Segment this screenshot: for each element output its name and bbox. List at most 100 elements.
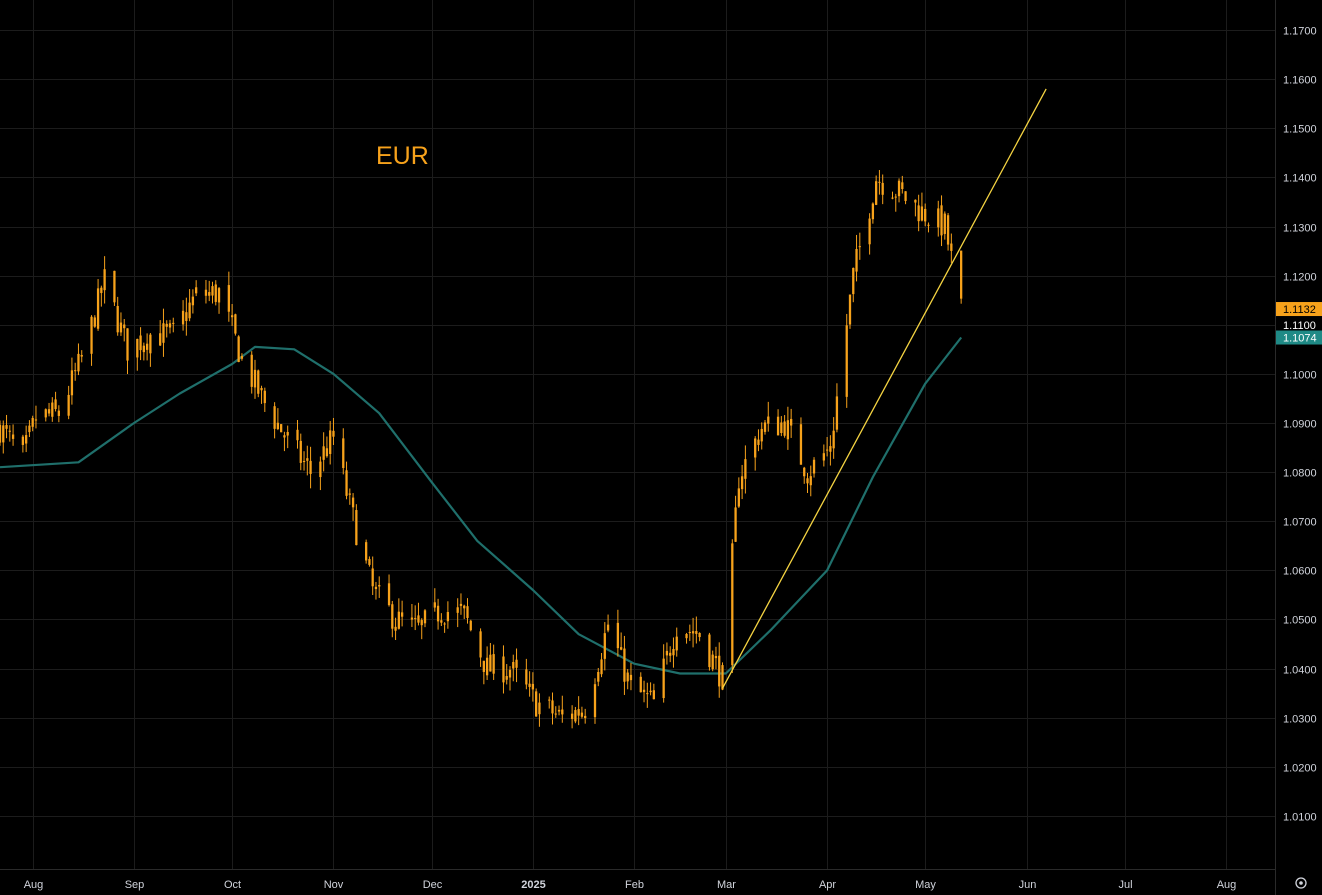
settings-button[interactable] — [1295, 877, 1307, 889]
candle-body — [508, 669, 512, 678]
trendline-layer — [721, 88, 1047, 689]
candle-body — [695, 630, 698, 634]
y-tick-label: 1.1200 — [1283, 272, 1317, 284]
candle-body — [829, 446, 832, 452]
candle-body — [881, 182, 884, 195]
candle-body — [420, 620, 423, 626]
candle-body — [597, 672, 600, 682]
candle-body — [691, 631, 695, 634]
candle-body — [0, 424, 2, 443]
candle-body — [642, 689, 646, 693]
candle-body — [763, 422, 767, 432]
candle-body — [397, 611, 400, 629]
candle-body — [113, 270, 116, 303]
grid-lines — [0, 0, 1275, 869]
candle-body — [492, 654, 495, 674]
candle-body — [927, 224, 930, 226]
candle-body — [652, 690, 655, 700]
moving-average-line — [0, 336, 963, 675]
x-tick-label: Oct — [224, 879, 241, 891]
candle-body — [757, 439, 760, 445]
candle-body — [485, 657, 489, 676]
y-tick-label: 1.0200 — [1283, 763, 1317, 775]
trendline — [721, 88, 1047, 689]
y-tick-label: 1.1600 — [1283, 75, 1317, 87]
candle-body — [400, 612, 404, 617]
candle-body — [230, 315, 234, 318]
candle-body — [309, 460, 312, 474]
x-tick-label: Dec — [423, 879, 443, 891]
candle-body — [744, 459, 747, 479]
candle-body — [515, 659, 518, 668]
candle-body — [322, 446, 325, 460]
candle-body — [551, 700, 554, 714]
candle-body — [172, 322, 175, 324]
x-tick-label: 2025 — [521, 879, 545, 891]
candle-body — [584, 715, 587, 719]
candle-body — [901, 182, 904, 189]
candle-body — [649, 690, 652, 693]
y-tick-label: 1.0500 — [1283, 615, 1317, 627]
candle-body — [469, 620, 472, 631]
candle-body — [159, 333, 162, 346]
price-level-label: 1.1100 — [1283, 320, 1316, 332]
candle-body — [734, 507, 737, 542]
candle-body — [44, 409, 47, 418]
candle-body — [790, 418, 793, 426]
candle-body — [227, 285, 230, 312]
candle-body — [639, 676, 642, 693]
y-tick-label: 1.0600 — [1283, 566, 1317, 578]
candle-body — [940, 205, 943, 236]
candle-body — [672, 648, 675, 656]
time-axis[interactable]: Aug Sep Oct Nov Dec 2025 Feb Mar Apr May Jun Jul Aug — [24, 879, 1237, 891]
candle-body — [459, 603, 463, 606]
settings-gear-icon[interactable] — [1295, 877, 1307, 889]
candle-body — [946, 215, 950, 245]
candle-body — [600, 659, 603, 675]
candle-body — [306, 458, 309, 461]
candle-body — [535, 691, 538, 717]
candle-body — [580, 712, 584, 717]
candle-body — [21, 436, 25, 445]
candle-body — [90, 316, 93, 354]
candle-body — [835, 396, 839, 430]
candle-body — [280, 424, 283, 433]
candle-body — [740, 476, 744, 490]
x-tick-label: May — [915, 879, 936, 891]
candle-body — [368, 559, 371, 565]
candle-body — [924, 208, 927, 222]
candle-body — [623, 648, 626, 682]
candle-body — [283, 435, 286, 438]
candle-body — [126, 328, 129, 361]
last-price-badge-bg — [1276, 302, 1322, 317]
candle-body — [378, 585, 381, 587]
candle-body — [54, 399, 57, 410]
candle-body — [718, 655, 721, 687]
candle-body — [714, 656, 718, 659]
candle-body — [185, 312, 188, 322]
moving-average-badge: 1.1074 — [1283, 333, 1317, 345]
candle-body — [780, 422, 783, 433]
candle-body — [257, 370, 260, 394]
candle-body — [914, 199, 917, 203]
y-tick-label: 1.0700 — [1283, 517, 1317, 529]
candle-body — [394, 626, 397, 631]
candle-body — [436, 605, 440, 622]
y-tick-label: 1.0400 — [1283, 665, 1317, 677]
candle-body — [878, 181, 881, 183]
candle-body — [240, 356, 244, 359]
candle-body — [875, 181, 878, 205]
y-tick-label: 1.0100 — [1283, 812, 1317, 824]
candle-body — [214, 284, 217, 302]
candle-body — [299, 440, 302, 463]
candle-body — [34, 419, 38, 421]
y-tick-label: 1.1700 — [1283, 26, 1317, 38]
candle-body — [577, 709, 580, 716]
moving-average-layer — [0, 336, 963, 675]
candle-body — [812, 459, 816, 474]
candle-body — [355, 510, 358, 546]
candle-body — [593, 684, 597, 718]
candle-body — [917, 205, 920, 222]
